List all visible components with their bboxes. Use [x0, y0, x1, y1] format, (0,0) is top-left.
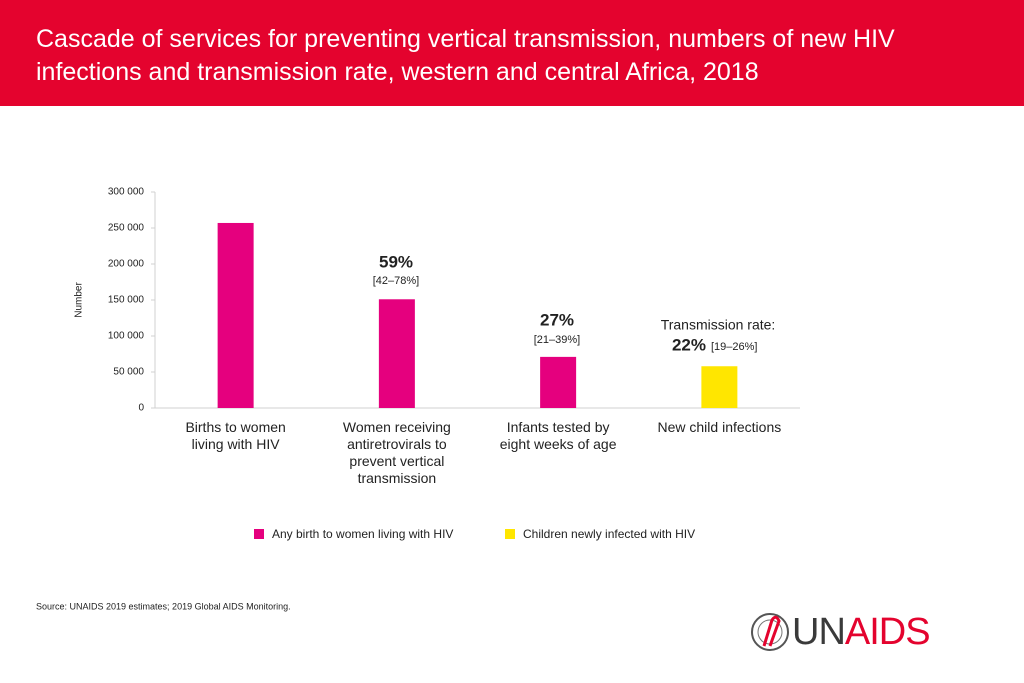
legend-label: Any birth to women living with HIV — [272, 527, 453, 541]
annotation: 27% — [540, 310, 574, 329]
y-tick-label: 150 000 — [108, 295, 145, 306]
bar — [217, 222, 254, 408]
y-tick-label: 100 000 — [108, 331, 145, 342]
bar — [701, 366, 738, 408]
x-tick-label: New child infections — [657, 419, 782, 435]
annotation: 59% — [379, 252, 413, 271]
y-tick-label: 200 000 — [108, 259, 145, 270]
x-tick-label: Infants tested by eight weeks of age — [499, 419, 617, 452]
slide-title: Cascade of services for preventing verti… — [36, 25, 902, 86]
bar — [378, 299, 415, 408]
logo-aids: AIDS — [845, 611, 930, 653]
y-axis-label: Number — [74, 282, 85, 318]
source: Source: UNAIDS 2019 estimates; 2019 Glob… — [36, 601, 291, 611]
x-tick-label: Women receiving antiretrovirals to preve… — [342, 419, 451, 486]
legend-swatch — [254, 529, 264, 539]
logo: UNAIDS — [792, 611, 930, 653]
annotation: 22% — [672, 335, 706, 354]
annotation: [19–26%] — [711, 341, 757, 353]
header-band — [0, 0, 1024, 106]
x-tick-label: Births to women living with HIV — [185, 419, 286, 452]
y-tick-label: 0 — [138, 403, 144, 414]
logo-un: UN — [792, 611, 845, 653]
annotation: [42–78%] — [373, 275, 419, 287]
legend-swatch — [505, 529, 515, 539]
y-tick-label: 50 000 — [113, 367, 144, 378]
bar — [540, 356, 577, 408]
annotation: [21–39%] — [534, 334, 580, 346]
y-tick-label: 250 000 — [108, 223, 145, 234]
logo-emblem — [751, 613, 789, 651]
legend-label: Children newly infected with HIV — [523, 527, 695, 541]
y-tick-label: 300 000 — [108, 187, 145, 198]
annotation: Transmission rate: — [661, 317, 776, 333]
